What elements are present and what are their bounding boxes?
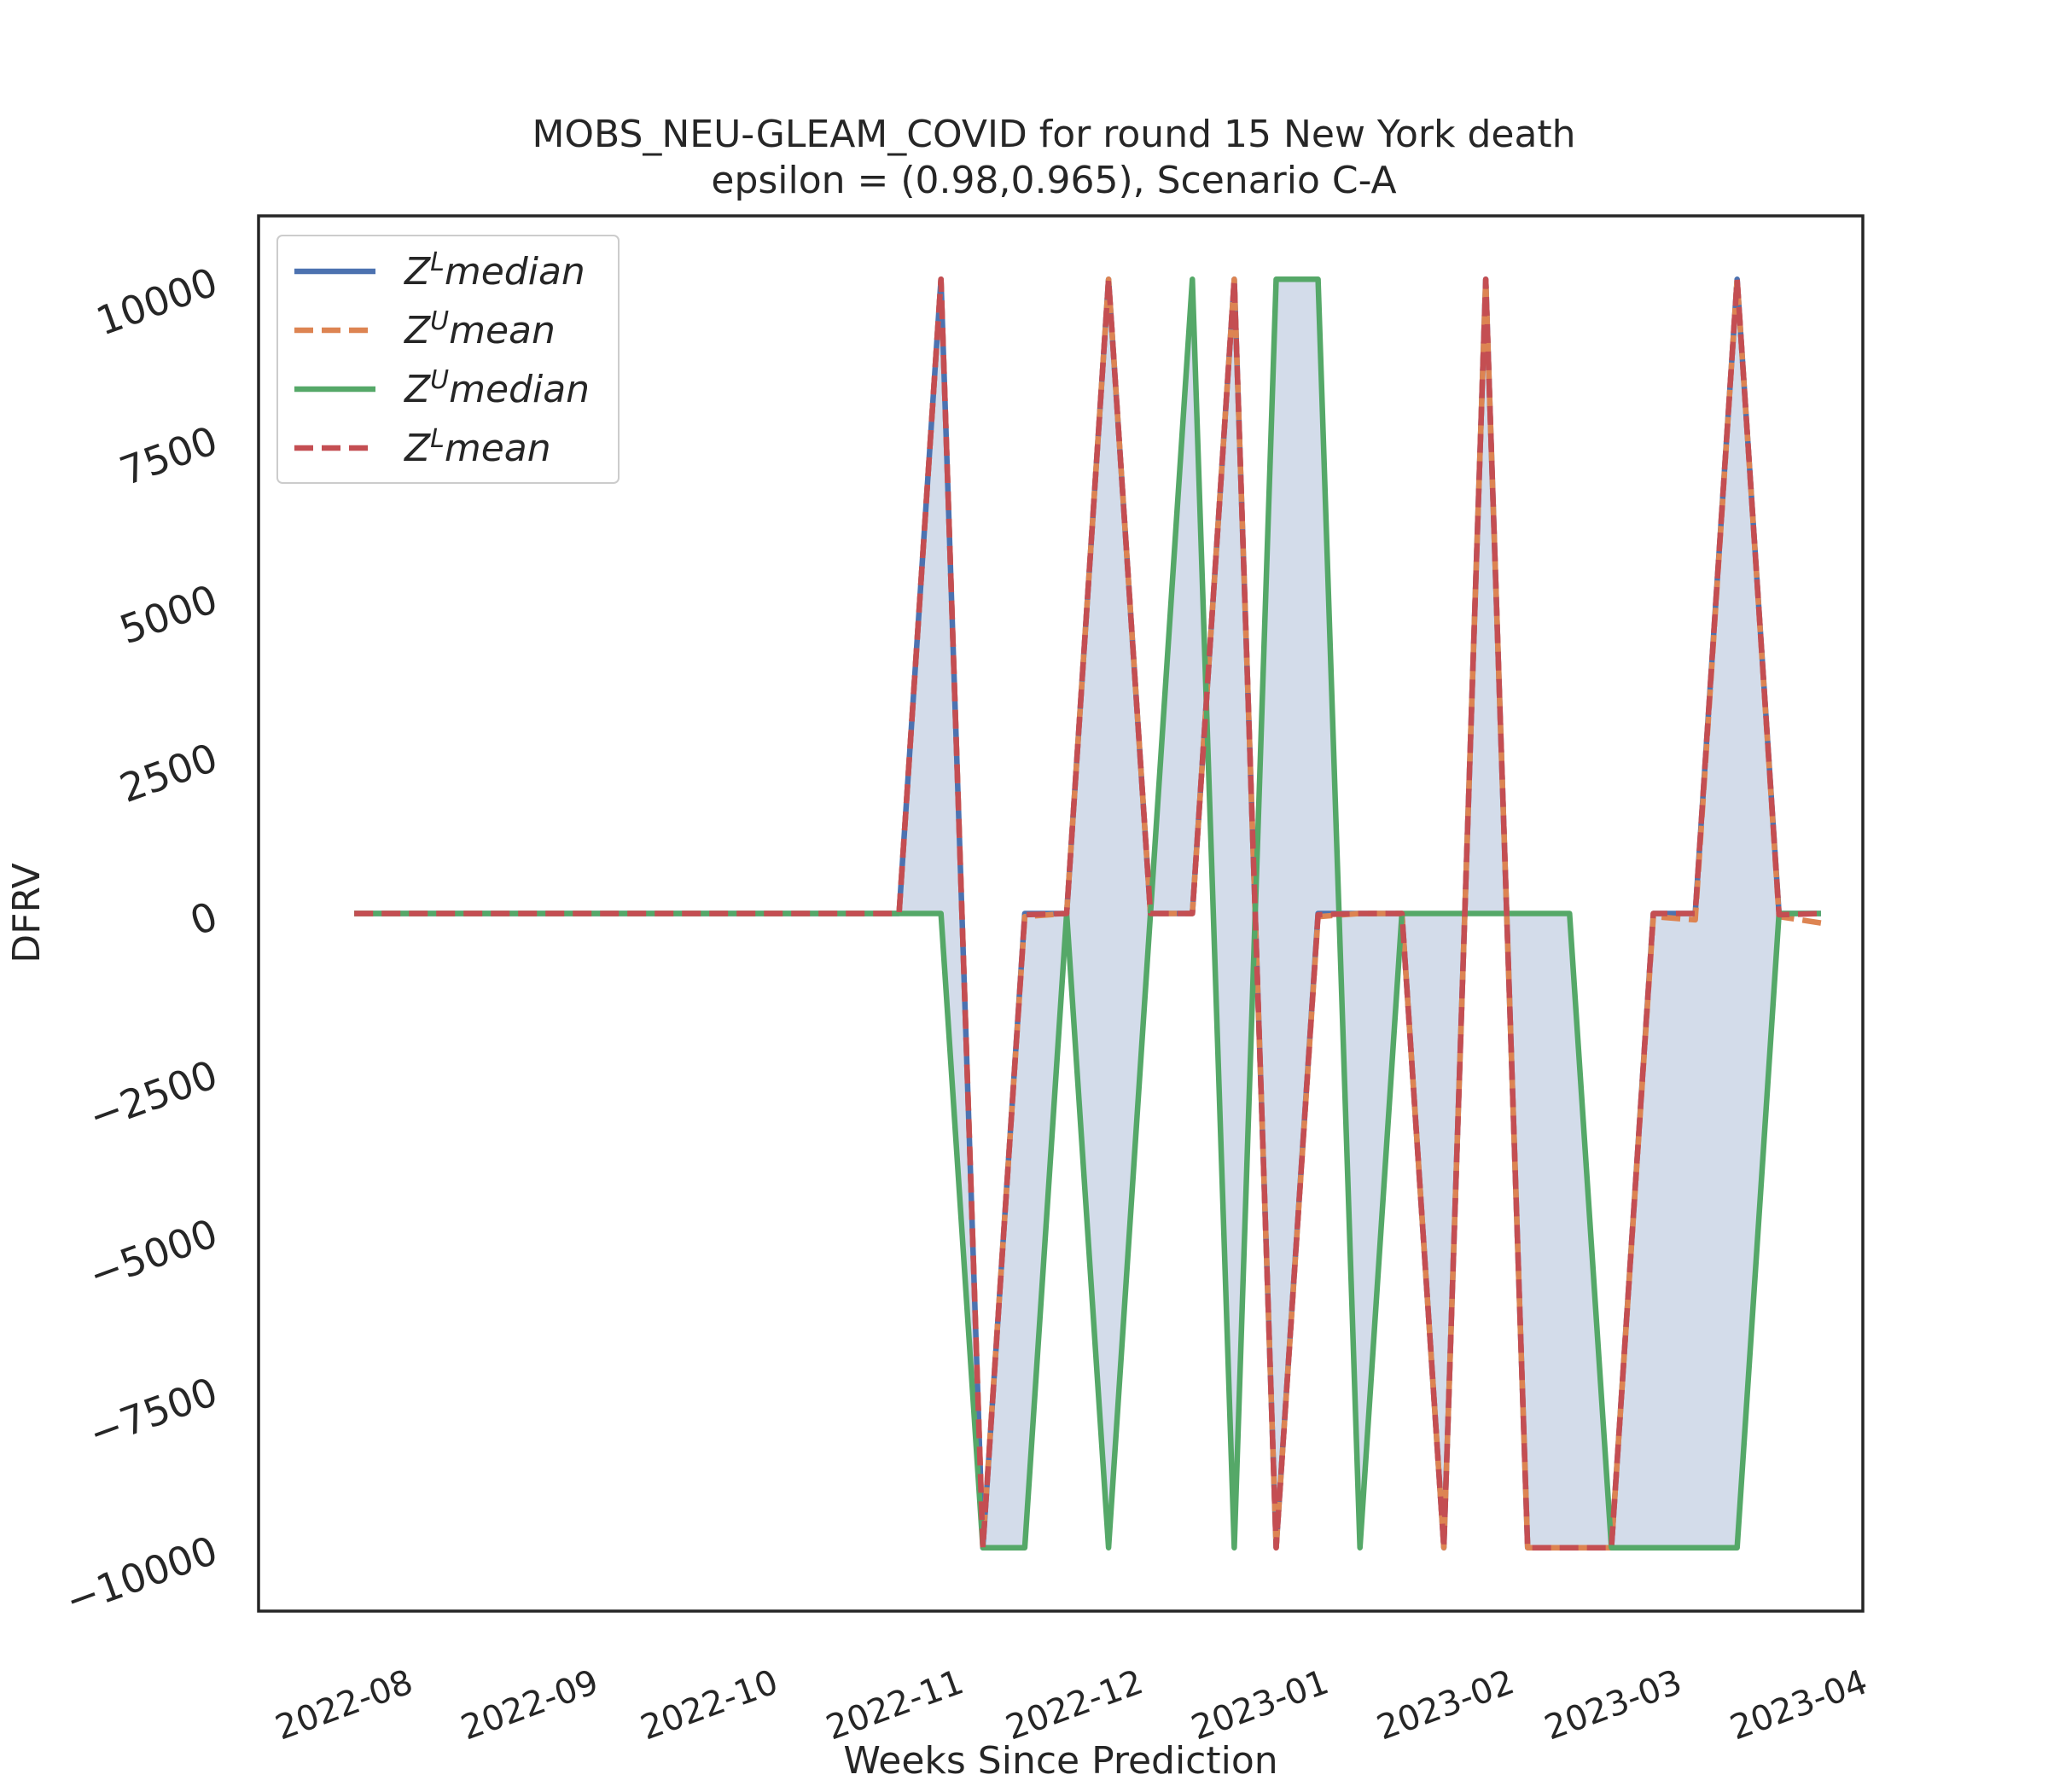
x-tick-label: 2022-11	[821, 1662, 969, 1748]
y-tick-label: −7500	[83, 1368, 224, 1457]
x-tick-label: 2022-08	[271, 1662, 418, 1748]
y-tick-label: 2500	[113, 734, 223, 812]
y-tick-label: 7500	[113, 417, 223, 495]
x-tick-label: 2022-09	[456, 1662, 603, 1748]
series-line-2	[354, 276, 1821, 1551]
fill-between-band	[354, 279, 1821, 1548]
series-lines	[354, 276, 1822, 1551]
legend-label: ZLmean	[404, 424, 551, 470]
legend-box	[276, 235, 620, 484]
y-axis-ticks: 10000 7500 5000 2500 0 −2500 −5000 −7500 −10000	[60, 259, 224, 1624]
x-tick-label: 2022-12	[1001, 1662, 1149, 1748]
x-tick-label: 2023-04	[1725, 1662, 1873, 1748]
y-tick-label: 0	[184, 893, 224, 945]
legend: ZLmedian ZUmean ZUmedian ZLmean	[276, 235, 620, 484]
y-tick-label: 5000	[113, 576, 223, 654]
y-tick-label: 10000	[90, 259, 224, 345]
y-axis-label: DFRV	[5, 863, 49, 963]
x-tick-label: 2022-10	[636, 1662, 783, 1748]
x-tick-label: 2023-02	[1372, 1662, 1520, 1748]
y-tick-label: −10000	[60, 1527, 224, 1624]
legend-label: ZUmedian	[404, 365, 590, 411]
plot-area-frame	[257, 214, 1865, 1613]
x-tick-label: 2023-03	[1539, 1662, 1687, 1748]
x-axis-label: Weeks Since Prediction	[843, 1739, 1277, 1783]
y-tick-label: −5000	[83, 1210, 224, 1299]
x-tick-label: 2023-01	[1186, 1662, 1334, 1748]
legend-label: ZLmedian	[404, 247, 585, 294]
chart-title: MOBS_NEU-GLEAM_COVID for round 15 New Yo…	[532, 113, 1575, 156]
series-line-3	[354, 276, 1821, 1551]
fill-between-area	[354, 279, 1821, 1548]
legend-label: ZUmean	[404, 306, 556, 352]
x-axis-ticks: 2022-08 2022-09 2022-10 2022-11 2022-12 2023-…	[271, 1662, 1872, 1748]
chart-subtitle: epsilon = (0.98,0.965), Scenario C-A	[711, 159, 1396, 202]
y-tick-label: −2500	[83, 1051, 224, 1140]
